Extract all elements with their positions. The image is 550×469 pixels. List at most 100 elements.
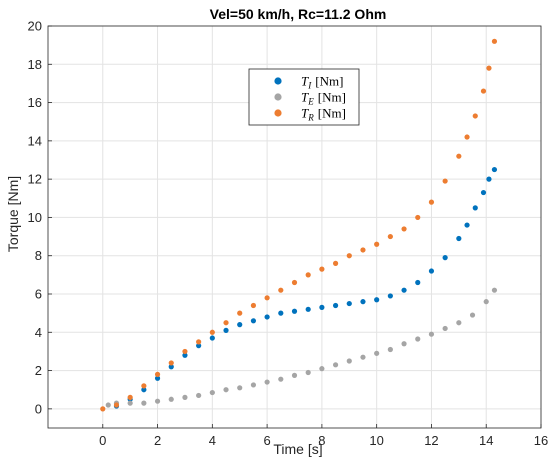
data-point-I <box>141 387 147 393</box>
data-point-R <box>305 272 311 278</box>
x-tick-label: 4 <box>209 433 216 448</box>
data-point-E <box>360 354 366 360</box>
data-point-I <box>464 222 470 228</box>
data-point-R <box>100 406 106 412</box>
y-tick-label: 8 <box>35 248 42 263</box>
data-point-I <box>250 318 257 324</box>
data-point-E <box>182 394 188 400</box>
data-point-E <box>415 336 421 342</box>
legend: TI [Nm]TE [Nm]TR [Nm] <box>248 68 360 126</box>
data-point-R <box>480 88 487 94</box>
data-point-E <box>401 341 407 347</box>
x-tick-label: 10 <box>369 433 383 448</box>
data-point-E <box>442 325 448 332</box>
data-point-E <box>237 385 243 391</box>
legend-marker-E <box>274 93 282 101</box>
series-I <box>113 166 498 409</box>
data-point-I <box>291 308 298 314</box>
y-tick-label: 14 <box>28 133 42 148</box>
data-point-I <box>480 189 487 196</box>
data-point-E <box>456 320 462 326</box>
data-point-E <box>154 398 161 404</box>
data-point-R <box>360 247 366 253</box>
data-point-R <box>415 214 421 221</box>
data-point-E <box>305 369 311 376</box>
data-point-I <box>332 302 339 309</box>
x-axis-label: Time [s] <box>273 441 322 457</box>
data-point-I <box>196 343 202 349</box>
tick-labels: 0 2 4 6 8 10 12 14 16 0 2 4 6 8 10 12 14 16 18 20 <box>28 19 549 449</box>
data-point-I <box>168 364 174 370</box>
data-point-R <box>319 266 325 272</box>
data-point-E <box>264 379 270 385</box>
data-point-R <box>464 134 470 140</box>
data-point-E <box>209 389 215 396</box>
data-point-I <box>237 322 243 328</box>
data-point-I <box>456 235 462 242</box>
data-point-I <box>264 314 270 320</box>
data-point-E <box>105 402 111 408</box>
data-point-R <box>168 360 174 366</box>
x-tick-label: 6 <box>263 433 270 448</box>
data-point-I <box>319 304 325 310</box>
legend-label-R: TR [Nm] <box>301 106 346 123</box>
data-point-I <box>374 297 380 303</box>
data-point-I <box>346 300 352 307</box>
data-point-I <box>209 335 215 341</box>
x-tick-label: 0 <box>99 433 106 448</box>
data-point-E <box>491 287 498 293</box>
data-point-R <box>374 241 380 247</box>
data-point-R <box>196 339 202 345</box>
data-point-R <box>223 320 229 326</box>
data-point-I <box>278 310 284 316</box>
data-point-R <box>387 233 393 240</box>
legend-label-I: TI [Nm] <box>301 74 343 91</box>
data-point-I <box>491 166 498 173</box>
x-tick-label: 12 <box>424 433 438 448</box>
y-tick-label: 0 <box>35 401 42 416</box>
data-point-R <box>442 178 448 184</box>
chart-title: Vel=50 km/h, Rc=11.2 Ohm <box>210 6 387 22</box>
x-tick-label: 14 <box>479 433 493 448</box>
data-point-R <box>332 260 339 266</box>
series-layer <box>100 38 498 412</box>
data-point-E <box>387 346 393 353</box>
y-tick-label: 10 <box>28 210 42 225</box>
data-point-R <box>182 348 188 355</box>
y-tick-label: 4 <box>35 325 42 340</box>
data-point-E <box>374 350 380 356</box>
legend-marker-I <box>274 77 282 85</box>
data-point-R <box>491 38 498 44</box>
data-point-I <box>360 299 366 305</box>
data-point-E <box>332 362 339 368</box>
x-tick-label: 16 <box>534 433 548 448</box>
axes-box <box>47 25 542 429</box>
data-point-E <box>291 372 298 378</box>
data-point-I <box>182 352 188 358</box>
legend-box <box>248 68 360 126</box>
data-point-E <box>196 392 202 399</box>
data-point-I <box>428 268 435 274</box>
series-E <box>105 287 498 408</box>
data-point-R <box>264 295 270 301</box>
data-point-R <box>428 199 435 205</box>
data-point-I <box>472 205 478 211</box>
data-point-I <box>442 255 448 261</box>
x-tick-label: 8 <box>318 433 325 448</box>
data-point-E <box>483 299 489 305</box>
y-tick-label: 18 <box>28 57 42 72</box>
axes <box>47 25 542 429</box>
y-tick-label: 12 <box>28 172 42 187</box>
data-point-R <box>113 402 120 408</box>
data-point-R <box>401 226 407 232</box>
data-point-E <box>346 358 352 364</box>
data-point-E <box>141 400 147 406</box>
data-point-R <box>291 279 298 286</box>
data-point-I <box>223 327 229 333</box>
y-tick-label: 6 <box>35 287 42 302</box>
data-point-E <box>223 387 229 393</box>
data-point-I <box>401 287 407 293</box>
data-point-R <box>237 310 243 316</box>
